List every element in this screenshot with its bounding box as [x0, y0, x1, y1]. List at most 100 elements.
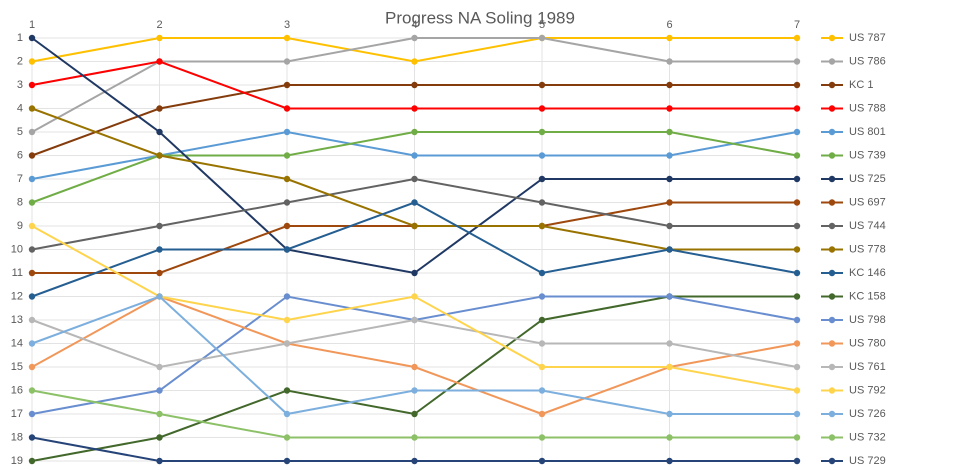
data-point	[283, 105, 291, 112]
data-point	[411, 128, 418, 136]
legend-marker	[828, 58, 836, 65]
legend-label: US 788	[849, 102, 886, 114]
data-point	[411, 387, 418, 394]
data-point	[28, 246, 36, 253]
data-point	[28, 363, 36, 371]
data-point	[666, 222, 673, 230]
data-point	[28, 175, 36, 183]
x-tick-label: 6	[666, 19, 672, 31]
data-point	[793, 387, 801, 394]
data-point	[411, 175, 418, 183]
y-tick-label: 3	[17, 79, 23, 91]
data-point	[538, 269, 546, 277]
data-point	[666, 363, 673, 371]
legend-label: US 778	[849, 243, 886, 255]
data-point	[666, 410, 673, 418]
data-point	[666, 293, 673, 300]
legend-marker	[828, 199, 836, 206]
data-point	[538, 105, 546, 112]
legend-marker	[828, 246, 836, 253]
data-point	[28, 152, 36, 159]
data-point	[793, 199, 801, 206]
data-point	[666, 199, 673, 206]
legend-marker	[828, 316, 836, 324]
data-point	[156, 434, 163, 441]
data-point	[411, 293, 418, 300]
data-point	[28, 316, 36, 324]
data-point	[156, 246, 163, 253]
legend-marker	[828, 175, 836, 183]
data-point	[411, 105, 418, 112]
data-point	[156, 363, 163, 371]
data-point	[156, 58, 163, 65]
data-point	[538, 387, 546, 394]
legend-label: US 792	[849, 384, 886, 396]
x-tick-label: 3	[284, 19, 290, 31]
y-tick-label: 18	[11, 431, 23, 443]
data-point	[28, 293, 36, 300]
data-point	[538, 410, 546, 418]
legend-marker	[828, 410, 836, 418]
data-point	[793, 269, 801, 277]
data-point	[156, 269, 163, 277]
data-point	[538, 34, 546, 42]
data-point	[538, 152, 546, 159]
data-point	[283, 58, 291, 65]
data-point	[793, 152, 801, 159]
x-tick-label: 7	[794, 19, 800, 31]
data-point	[28, 457, 36, 465]
y-tick-label: 17	[11, 408, 23, 420]
data-point	[538, 222, 546, 230]
legend-marker	[828, 434, 836, 441]
data-point	[538, 340, 546, 347]
legend-label: US 732	[849, 431, 886, 443]
data-point	[411, 222, 418, 230]
data-point	[666, 105, 673, 112]
chart-title: Progress NA Soling 1989	[385, 8, 575, 27]
data-point	[156, 34, 163, 42]
data-point	[793, 128, 801, 136]
data-point	[793, 340, 801, 347]
y-tick-label: 13	[11, 314, 23, 326]
legend-marker	[828, 340, 836, 347]
y-tick-label: 10	[11, 243, 23, 255]
data-point	[793, 105, 801, 112]
legend-marker	[828, 81, 836, 89]
data-point	[156, 105, 163, 112]
data-point	[793, 410, 801, 418]
legend-label: KC 1	[849, 79, 873, 91]
legend-label: US 786	[849, 55, 886, 67]
data-point	[283, 175, 291, 183]
data-point	[793, 175, 801, 183]
legend-marker	[828, 363, 836, 371]
y-tick-label: 5	[17, 126, 23, 138]
legend-marker	[828, 269, 836, 277]
data-point	[666, 81, 673, 89]
data-point	[156, 293, 163, 300]
data-point	[283, 434, 291, 441]
data-point	[793, 293, 801, 300]
x-tick-label: 5	[539, 19, 545, 31]
legend-marker	[828, 152, 836, 159]
data-point	[283, 34, 291, 42]
data-point	[411, 434, 418, 441]
data-point	[28, 81, 36, 89]
data-point	[411, 34, 418, 42]
legend-marker	[828, 222, 836, 230]
data-point	[283, 152, 291, 159]
data-point	[28, 58, 36, 65]
legend-marker	[828, 457, 836, 465]
data-point	[793, 246, 801, 253]
legend-label: US 798	[849, 314, 886, 326]
data-point	[411, 363, 418, 371]
data-point	[538, 293, 546, 300]
data-point	[28, 434, 36, 441]
y-tick-label: 11	[12, 267, 23, 279]
legend-label: US 739	[849, 149, 886, 161]
legend-label: US 725	[849, 173, 886, 185]
y-tick-label: 8	[17, 196, 23, 208]
data-point	[156, 410, 163, 418]
data-point	[793, 34, 801, 42]
legend-marker	[828, 293, 836, 300]
